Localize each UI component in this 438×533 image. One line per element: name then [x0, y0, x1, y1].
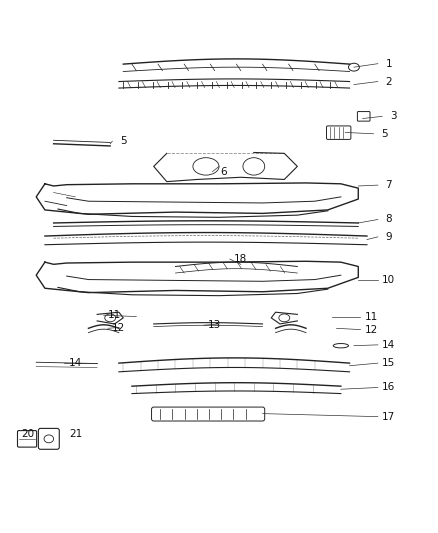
Text: 6: 6 — [220, 167, 226, 176]
Text: 14: 14 — [382, 340, 396, 350]
Text: 15: 15 — [382, 358, 396, 368]
Text: 10: 10 — [382, 274, 396, 285]
Text: 7: 7 — [385, 180, 392, 190]
Text: 1: 1 — [385, 59, 392, 69]
Text: 8: 8 — [385, 214, 392, 224]
Text: 21: 21 — [69, 429, 82, 439]
Text: 13: 13 — [208, 320, 221, 330]
Text: 16: 16 — [382, 383, 396, 392]
Text: 3: 3 — [390, 111, 396, 122]
Text: 20: 20 — [21, 429, 34, 439]
Text: 5: 5 — [120, 136, 127, 146]
Text: 11: 11 — [365, 312, 378, 321]
Text: 9: 9 — [385, 232, 392, 242]
Text: 12: 12 — [112, 324, 126, 333]
Text: 2: 2 — [385, 77, 392, 86]
Text: 14: 14 — [69, 358, 82, 368]
Text: 11: 11 — [108, 310, 121, 320]
Text: 5: 5 — [381, 129, 388, 139]
Text: 17: 17 — [382, 411, 396, 422]
Text: 18: 18 — [234, 254, 247, 264]
Text: 12: 12 — [365, 325, 378, 335]
